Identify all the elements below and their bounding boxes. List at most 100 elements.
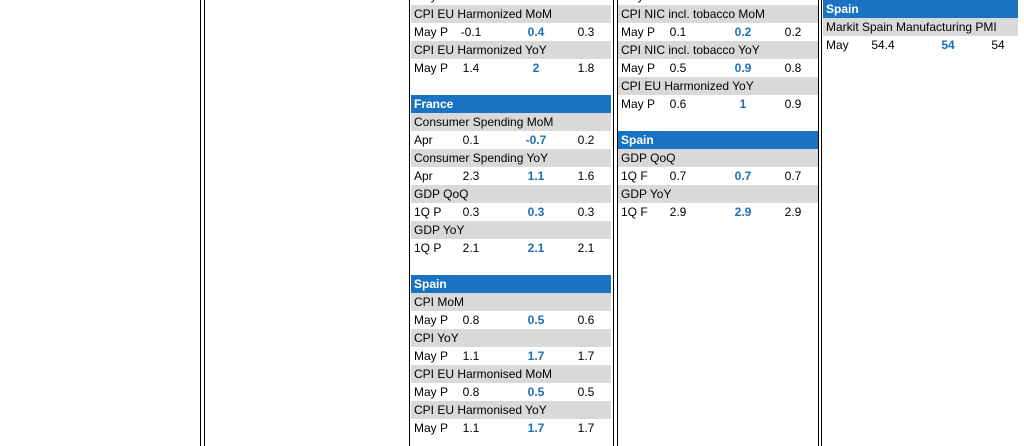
consensus-value: 0.9 [784,97,802,111]
consensus-value: 0.3 [577,205,595,219]
period-cell: May P [414,61,449,75]
indicator-name: CPI NIC incl. tobacco MoM [618,5,818,23]
consensus-value: 54 [991,38,1005,52]
consensus-value: 2.1 [577,241,595,255]
consensus-value: 2.9 [784,205,802,219]
prior-value: 2.3 [462,169,480,183]
indicator-name: Markit Spain Manufacturing PMI [823,18,1018,36]
period-cell: 1Q F [621,205,648,219]
indicator-values-row: 1Q F 0.7 0.7 0.7 [618,167,818,185]
period-cell: May P [414,385,449,399]
period-cell: May P [414,25,449,39]
indicator-name: GDP YoY [618,185,818,203]
divider-col1-right [613,0,614,446]
period-cell: May P [414,421,449,435]
prior-value: 1.4 [462,61,480,75]
indicator-values-row: May P 1.4 2 1.8 [411,59,611,77]
actual-value: 2.1 [516,0,556,5]
indicator-values-row: Apr 2.3 1.1 1.6 [411,167,611,185]
period-cell: May P [621,0,655,5]
prior-value: 0.3 [462,205,480,219]
indicator-values-row: Apr 0.1 -0.7 0.2 [411,131,611,149]
indicator-name: GDP QoQ [411,185,611,203]
section-spacer [411,257,611,275]
actual-value: 1 [739,97,747,111]
period-cell: May P [621,61,656,75]
section-spacer [411,77,611,95]
actual-value: 2 [532,61,540,75]
period-cell: Apr [414,133,433,147]
actual-value: 0.2 [734,25,752,39]
consensus-value: 0.8 [784,61,802,75]
divider-left-outer [200,0,201,446]
consensus-value: 0.3 [773,0,813,5]
prior-value: 0.8 [462,313,480,327]
prior-value: 0.1 [462,133,480,147]
indicator-name: Consumer Spending YoY [411,149,611,167]
actual-value: 1.1 [527,169,545,183]
prior-value: -0.1 [460,25,482,39]
consensus-value: 0.2 [784,25,802,39]
prior-value: 0.8 [462,385,480,399]
indicator-name: GDP QoQ [618,149,818,167]
actual-value: 0.7 [734,169,752,183]
consensus-value: 1.9 [566,0,606,5]
actual-value: 1.7 [527,349,545,363]
divider-col2-right [818,0,819,446]
prior-value: 1.1 [462,349,480,363]
period-cell: 1Q P [414,205,442,219]
prior-value: 0.5 [669,61,687,75]
period-cell: May P [621,25,656,39]
divider-col1-left [409,0,410,446]
consensus-value: 0.2 [577,133,595,147]
consensus-value: 0.3 [577,25,595,39]
indicator-values-row: 1Q F 2.9 2.9 2.9 [618,203,818,221]
indicator-values-row: May P 0.8 0.5 0.5 [411,383,611,401]
indicator-values-row: May P1.6 2.1 1.9 [411,0,611,5]
indicator-name: CPI EU Harmonized MoM [411,5,611,23]
consensus-value: 1.8 [577,61,595,75]
actual-value: 2.1 [527,241,545,255]
actual-value: 2.9 [734,205,752,219]
period-cell: Apr [414,169,433,183]
indicator-name: CPI YoY [411,329,611,347]
prior-value: 2.1 [462,241,480,255]
period-cell: 1Q P [414,241,442,255]
prior-value: 54.4 [871,38,895,52]
actual-value: 0.9 [734,61,752,75]
indicator-values-row: 1Q P 2.1 2.1 2.1 [411,239,611,257]
actual-value: 0.5 [527,313,545,327]
indicator-name: CPI EU Harmonized YoY [618,77,818,95]
prior-value: 1.1 [462,421,480,435]
consensus-value: 1.6 [577,169,595,183]
indicator-name: CPI NIC incl. tobacco YoY [618,41,818,59]
section-header: France [411,95,611,113]
consensus-value: 1.7 [577,421,595,435]
indicator-values-row: May P -0.1 0.4 0.3 [411,23,611,41]
section-header: Spain [411,275,611,293]
indicator-name: CPI MoM [411,293,611,311]
section-spacer [618,113,818,131]
period-cell: May P [414,349,449,363]
prior-value: 0.1 [669,25,687,39]
prior-value: 0.7 [669,169,687,183]
actual-value: 0.4 [527,25,545,39]
column-3: Spain Markit Spain Manufacturing PMI May 54… [823,0,1018,54]
indicator-name: CPI EU Harmonised YoY [411,401,611,419]
divider-col3-left [821,0,822,446]
indicator-name: CPI EU Harmonized YoY [411,41,611,59]
actual-value: 0.3 [527,205,545,219]
actual-value: 0.5 [527,385,545,399]
section-header: Spain [618,131,818,149]
prior-value: 0.5 [658,0,698,5]
divider-left-inner [204,0,205,446]
indicator-name: CPI EU Harmonised MoM [411,365,611,383]
consensus-value: 0.5 [577,385,595,399]
period-cell: May P [621,97,656,111]
period-cell: 1Q F [621,169,648,183]
indicator-values-row: May P 0.1 0.2 0.2 [618,23,818,41]
section-header: Spain [823,0,1018,18]
period-cell: May [826,38,849,52]
